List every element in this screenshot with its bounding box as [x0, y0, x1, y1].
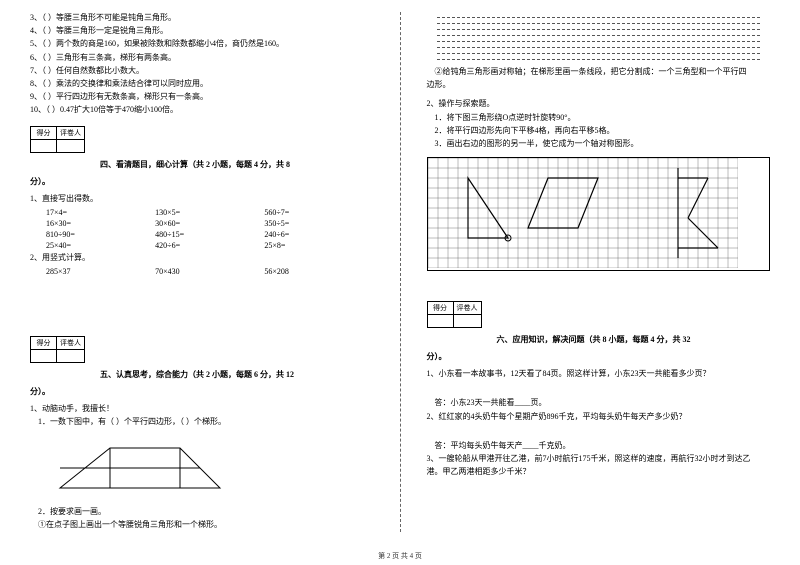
q5-2a: ①在点子图上画出一个等腰锐角三角形和一个梯形。	[38, 519, 374, 530]
calc-cell: 480÷15=	[155, 230, 264, 239]
left-column: 3、（ ）等腰三角形不可能是钝角三角形。 4、（ ）等腰三角形一定是锐角三角形。 5…	[30, 12, 374, 532]
page-footer: 第 2 页 共 4 页	[0, 551, 800, 561]
q2b-suffix: 边形。	[427, 79, 771, 90]
column-divider	[400, 12, 401, 532]
q2-subitem: 1．将下图三角形绕O点逆时针旋转90°。	[435, 112, 771, 123]
section-4-title: 四、看清题目，细心计算（共 2 小题，每题 4 分，共 8	[30, 159, 374, 170]
score-label: 得分	[31, 126, 57, 139]
calc-row: 285×3770×43056×208	[46, 267, 374, 276]
calc-cell: 16×30=	[46, 219, 155, 228]
scorebox-6: 得分 评卷人	[427, 301, 771, 328]
section-5-title: 五、认真思考，综合能力（共 2 小题，每题 6 分，共 12	[30, 369, 374, 380]
judgment-item: 7、（ ）任何自然数都比小数大。	[30, 65, 374, 76]
calc-row: 16×30=30×60=350÷5=	[46, 219, 374, 228]
judgment-item: 6、（ ）三角形有三条高，梯形有两条高。	[30, 52, 374, 63]
calc-cell: 17×4=	[46, 208, 155, 217]
score-label: 得分	[427, 302, 453, 315]
calc-grid-b: 285×3770×43056×208	[30, 265, 374, 278]
q6-1: 1、小东看一本故事书，12天看了84页。照这样计算，小东23天一共能看多少页？	[427, 368, 771, 379]
q2-items: 1．将下图三角形绕O点逆时针旋转90°。 2．将平行四边形先向下平移4格，再向右平…	[427, 112, 771, 152]
judgment-item: 8、（ ）乘法的交换律和乘法结合律可以同时应用。	[30, 78, 374, 89]
judgment-list: 3、（ ）等腰三角形不可能是钝角三角形。 4、（ ）等腰三角形一定是锐角三角形。 5…	[30, 12, 374, 118]
q2-subitem: 3．画出右边的图形的另一半，使它成为一个轴对称图形。	[435, 138, 771, 149]
calc-cell: 70×430	[155, 267, 264, 276]
scorebox-5: 得分 评卷人	[30, 336, 374, 363]
q2-subitem: 2．将平行四边形先向下平移4格，再向右平移5格。	[435, 125, 771, 136]
calc-cell: 285×37	[46, 267, 155, 276]
scorebox-4: 得分 评卷人	[30, 126, 374, 153]
calc-cell: 810÷90=	[46, 230, 155, 239]
operation-grid	[427, 157, 771, 271]
judgment-item: 5、（ ）两个数的商是160，如果被除数和除数都缩小4倍，商仍然是160。	[30, 38, 374, 49]
q6-2: 2、红红家的4头奶牛每个星期产奶896千克，平均每头奶牛每天产多少奶？	[427, 411, 771, 422]
calc-cell: 420÷6=	[155, 241, 264, 250]
q2b-prefix: ②给钝角三角形画对称轴；在梯形里画一条线段，把它分割成：一个三角型和一个平行四	[435, 66, 771, 77]
judgment-item: 9、（ ）平行四边形有无数条高，梯形只有一条高。	[30, 91, 374, 102]
q5-1a: 1、动脑动手，我擅长！	[30, 403, 374, 414]
a6-1: 答：小东23天一共能看____页。	[435, 397, 771, 408]
judgment-item: 3、（ ）等腰三角形不可能是钝角三角形。	[30, 12, 374, 23]
q6-3b: 港。甲乙两港相距多少千米？	[427, 466, 771, 477]
section-5-points: 分）。	[30, 386, 374, 397]
q5-1b: 1．一数下图中，有（ ）个平行四边形，（ ）个梯形。	[38, 416, 374, 427]
score-label: 得分	[31, 337, 57, 350]
grader-label: 评卷人	[57, 126, 85, 139]
calc-cell: 25×40=	[46, 241, 155, 250]
calc-row: 25×40=420÷6=25×8=	[46, 241, 374, 250]
calc-cell: 130×5=	[155, 208, 264, 217]
judgment-item: 4、（ ）等腰三角形一定是锐角三角形。	[30, 25, 374, 36]
trapezoid-figure	[50, 438, 374, 498]
q5-2: 2．按要求画一画。	[38, 506, 374, 517]
right-column: ②给钝角三角形画对称轴；在梯形里画一条线段，把它分割成：一个三角型和一个平行四 …	[427, 12, 771, 532]
calc-row: 17×4=130×5=560÷7=	[46, 208, 374, 217]
section-4-points: 分）。	[30, 176, 374, 187]
calc-cell: 240÷6=	[264, 230, 373, 239]
dot-grid-placeholder	[427, 12, 771, 60]
grader-label: 评卷人	[57, 337, 85, 350]
judgment-item: 10、（ ）0.47扩大10倍等于470缩小100倍。	[30, 104, 374, 115]
calc-cell: 350÷5=	[264, 219, 373, 228]
calc-cell: 25×8=	[264, 241, 373, 250]
q4-2-label: 2、用竖式计算。	[30, 252, 374, 263]
q6-3a: 3、一艘轮船从甲港开往乙港，前7小时航行175千米，照这样的速度，再航行32小时…	[427, 453, 771, 464]
calc-cell: 56×208	[264, 267, 373, 276]
grader-cell	[57, 139, 85, 152]
q4-1-label: 1、直接写出得数。	[30, 193, 374, 204]
calc-cell: 30×60=	[155, 219, 264, 228]
grader-label: 评卷人	[453, 302, 481, 315]
q2-label: 2、操作与探索题。	[427, 98, 771, 109]
calc-cell: 560÷7=	[264, 208, 373, 217]
section-6-title: 六、应用知识，解决问题（共 8 小题，每题 4 分，共 32	[427, 334, 771, 345]
calc-row: 810÷90=480÷15=240÷6=	[46, 230, 374, 239]
score-cell	[31, 139, 57, 152]
section-6-points: 分）。	[427, 351, 771, 362]
calc-grid-a: 17×4=130×5=560÷7= 16×30=30×60=350÷5= 810÷9…	[30, 206, 374, 252]
a6-2: 答：平均每头奶牛每天产____千克奶。	[435, 440, 771, 451]
